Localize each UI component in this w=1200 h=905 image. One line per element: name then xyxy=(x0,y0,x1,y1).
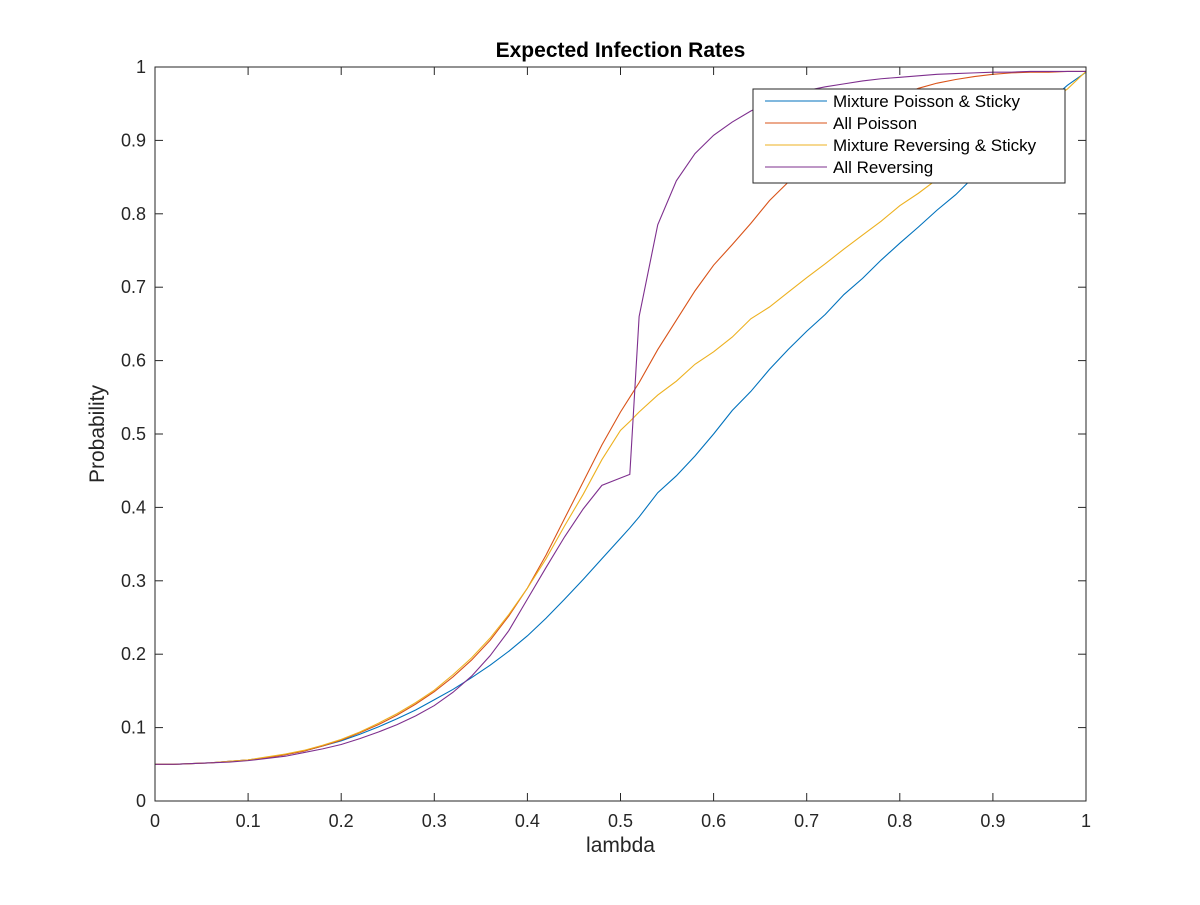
series-lines xyxy=(155,70,1087,765)
y-tick-label: 0.5 xyxy=(121,424,146,444)
x-tick-label: 0.5 xyxy=(608,811,633,831)
x-tick-label: 0.8 xyxy=(887,811,912,831)
y-tick-label: 0.6 xyxy=(121,351,146,371)
y-tick-label: 0.2 xyxy=(121,644,146,664)
legend-label-2: All Poisson xyxy=(833,114,917,133)
y-tick-label: 0.8 xyxy=(121,204,146,224)
axis-ticks: 0 0.1 0.2 0.3 0.4 0.5 0.6 0.7 0.8 0.9 1 0 0.1 0.2 0.3 0… xyxy=(121,57,1091,831)
x-tick-label: 0.6 xyxy=(701,811,726,831)
y-tick-label: 0.9 xyxy=(121,130,146,150)
x-tick-label: 1 xyxy=(1081,811,1091,831)
series-line-4 xyxy=(155,70,1086,765)
y-tick-label: 0.4 xyxy=(121,497,146,517)
x-tick-label: 0.3 xyxy=(422,811,447,831)
y-axis-label: Probability xyxy=(86,384,109,483)
x-tick-label: 0.2 xyxy=(329,811,354,831)
x-axis-label: lambda xyxy=(586,834,655,857)
legend-label-1: Mixture Poisson & Sticky xyxy=(833,92,1021,111)
y-tick-label: 0.1 xyxy=(121,718,146,738)
x-tick-label: 0 xyxy=(150,811,160,831)
x-tick-label: 0.1 xyxy=(236,811,261,831)
x-tick-label: 0.4 xyxy=(515,811,540,831)
y-tick-label: 0 xyxy=(136,791,146,811)
x-tick-label: 0.9 xyxy=(980,811,1005,831)
series-line-3 xyxy=(155,71,1087,765)
plot-area xyxy=(155,67,1086,801)
x-tick-label: 0.7 xyxy=(794,811,819,831)
series-line-2 xyxy=(155,70,1086,765)
y-tick-label: 0.7 xyxy=(121,277,146,297)
legend-label-3: Mixture Reversing & Sticky xyxy=(833,136,1037,155)
y-tick-label: 0.3 xyxy=(121,571,146,591)
legend-label-4: All Reversing xyxy=(833,158,933,177)
legend: Mixture Poisson & Sticky All Poisson Mixtu… xyxy=(752,88,1066,184)
chart-title: Expected Infection Rates xyxy=(496,39,746,62)
y-tick-label: 1 xyxy=(136,57,146,77)
